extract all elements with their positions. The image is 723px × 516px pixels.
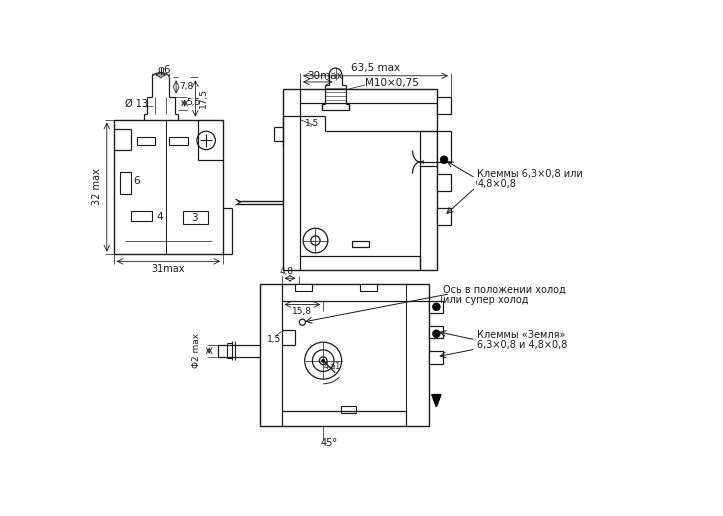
- Text: 32 max: 32 max: [92, 168, 102, 205]
- Text: Клеммы 6,3×0,8 или: Клеммы 6,3×0,8 или: [477, 169, 583, 179]
- Bar: [429, 326, 443, 338]
- Circle shape: [322, 359, 325, 362]
- Bar: [137, 137, 155, 145]
- Text: 4,8×0,8: 4,8×0,8: [477, 180, 516, 189]
- Text: Клеммы «Земля»: Клеммы «Земля»: [477, 330, 565, 340]
- Circle shape: [303, 228, 328, 253]
- Circle shape: [320, 357, 327, 364]
- Circle shape: [304, 342, 342, 379]
- Bar: [360, 284, 377, 292]
- Bar: [131, 211, 153, 220]
- Text: φ6: φ6: [158, 64, 171, 75]
- Bar: [120, 172, 131, 194]
- Bar: [283, 89, 437, 270]
- Text: 7,8: 7,8: [179, 82, 193, 91]
- Text: 45°: 45°: [321, 438, 338, 448]
- Bar: [429, 301, 443, 313]
- Circle shape: [197, 131, 215, 150]
- Bar: [437, 173, 451, 190]
- Text: 5,5: 5,5: [187, 98, 201, 107]
- Bar: [295, 284, 312, 292]
- Bar: [183, 211, 208, 224]
- Text: 17,5: 17,5: [200, 88, 208, 108]
- Circle shape: [311, 236, 320, 245]
- Polygon shape: [432, 395, 441, 407]
- Text: 4,8: 4,8: [280, 267, 294, 276]
- Text: 6,3×0,8 и 4,8×0,8: 6,3×0,8 и 4,8×0,8: [477, 340, 568, 350]
- Text: 30max: 30max: [307, 71, 343, 81]
- Circle shape: [432, 303, 440, 311]
- Bar: [437, 208, 451, 225]
- Text: 4-a1: 4-a1: [324, 362, 341, 372]
- Circle shape: [432, 330, 440, 337]
- Text: Ø 13: Ø 13: [125, 99, 148, 109]
- Text: 6: 6: [134, 176, 140, 186]
- Circle shape: [299, 319, 306, 325]
- Bar: [352, 240, 369, 248]
- Text: 1,5: 1,5: [305, 119, 320, 128]
- Bar: [341, 406, 356, 413]
- Text: Ось в положении холод: Ось в положении холод: [442, 285, 565, 295]
- Circle shape: [440, 156, 448, 164]
- Text: 4: 4: [157, 212, 163, 222]
- Bar: [260, 284, 429, 426]
- Text: 3: 3: [192, 213, 198, 223]
- Bar: [437, 96, 451, 114]
- Circle shape: [312, 350, 334, 372]
- Text: или супер холод: или супер холод: [442, 295, 528, 305]
- Text: 63,5 max: 63,5 max: [351, 63, 400, 73]
- Text: 1,5: 1,5: [267, 334, 281, 344]
- Text: M10×0,75: M10×0,75: [365, 78, 419, 88]
- Bar: [169, 137, 188, 145]
- Text: 31max: 31max: [152, 264, 185, 274]
- Bar: [429, 351, 443, 364]
- Text: Φ2 max: Φ2 max: [192, 333, 201, 368]
- Text: 15,8: 15,8: [292, 307, 312, 316]
- Bar: [114, 120, 223, 254]
- Bar: [437, 131, 451, 162]
